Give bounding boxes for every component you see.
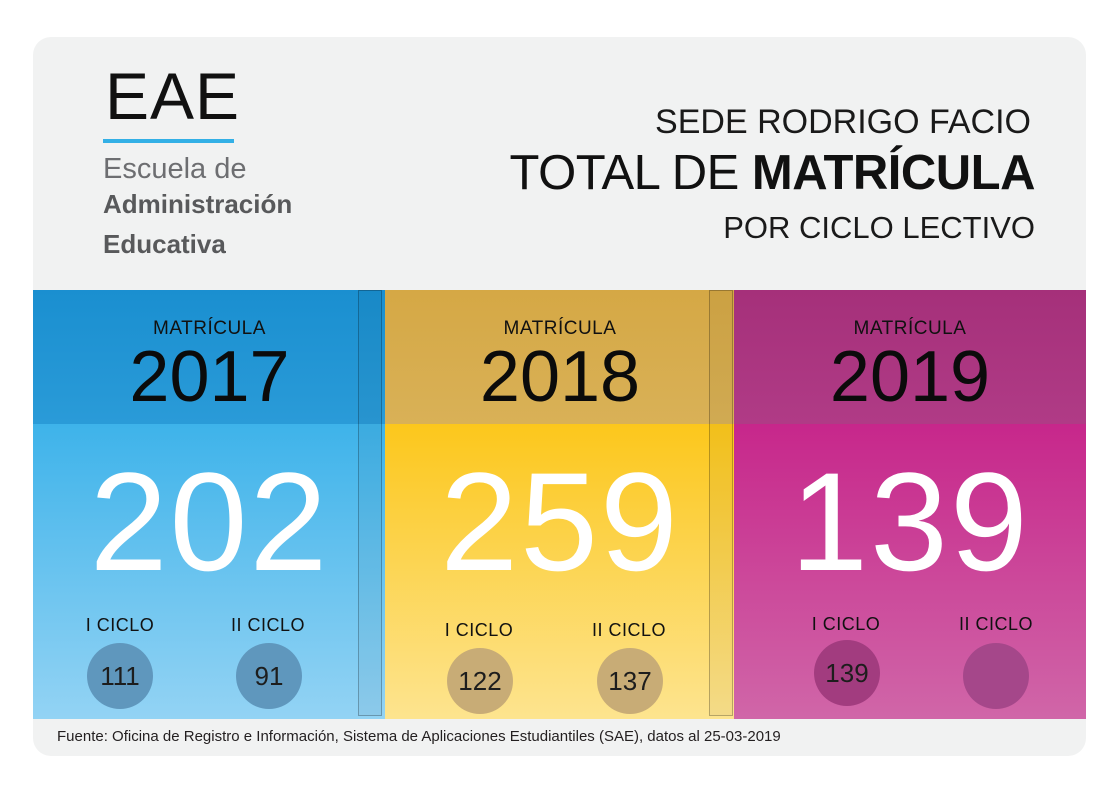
panel-2018: MATRÍCULA 2018 259 I CICLO II CICLO 122 … [385, 290, 735, 719]
header-title-prefix: TOTAL DE [509, 146, 752, 200]
ciclo-2-value [963, 643, 1029, 709]
ciclo-1-label: I CICLO [85, 615, 155, 635]
logo-line-2: Administración [103, 189, 293, 219]
panel-body [385, 424, 735, 719]
ciclo-2-value: 91 [236, 643, 302, 709]
ciclo-1-value: 111 [87, 643, 153, 709]
header-title-bold: MATRÍCULA [751, 146, 1036, 200]
panel-2017: MATRÍCULA 2017 202 I CICLO II CICLO 111 … [33, 290, 386, 719]
panel-total: 139 [790, 443, 1030, 600]
panel-total: 259 [440, 443, 680, 600]
panel-header [734, 290, 1086, 424]
ciclo-2-value: 137 [597, 648, 663, 714]
panel-label: MATRÍCULA [853, 318, 967, 339]
logo-line-1: Escuela de [103, 153, 247, 185]
ciclo-2-label: II CICLO [591, 620, 666, 640]
header-subtitle: POR CICLO LECTIVO [723, 210, 1035, 245]
ciclo-1-value: 122 [447, 648, 513, 714]
panel-label: MATRÍCULA [153, 318, 266, 339]
logo-accent-bar [103, 139, 234, 143]
panel-divider [358, 290, 382, 716]
ciclo-2-label: II CICLO [958, 614, 1033, 634]
logo-line-3: Educativa [103, 229, 226, 259]
panel-year: 2019 [829, 337, 991, 417]
panel-year: 2017 [129, 337, 290, 417]
panel-year: 2018 [479, 337, 641, 417]
panel-label: MATRÍCULA [503, 318, 617, 339]
panel-header [33, 290, 386, 424]
header-title: TOTAL DE MATRÍCULA [509, 145, 1036, 201]
ciclo-1-value: 139 [814, 640, 880, 706]
infographic-card: EAE Escuela de Administración Educativa … [33, 37, 1086, 756]
panel-divider [709, 290, 733, 716]
ciclo-1-label: I CICLO [811, 614, 881, 634]
logo-acronym: EAE [105, 59, 241, 133]
panel-header [385, 290, 735, 424]
panel-total: 202 [89, 443, 330, 600]
header-sede: SEDE RODRIGO FACIO [655, 103, 1031, 141]
ciclo-2-label: II CICLO [230, 615, 305, 635]
ciclo-1-label: I CICLO [444, 620, 514, 640]
source-note: Fuente: Oficina de Registro e Informació… [57, 728, 781, 745]
panel-2019: MATRÍCULA 2019 139 I CICLO II CICLO 139 [734, 290, 1086, 719]
